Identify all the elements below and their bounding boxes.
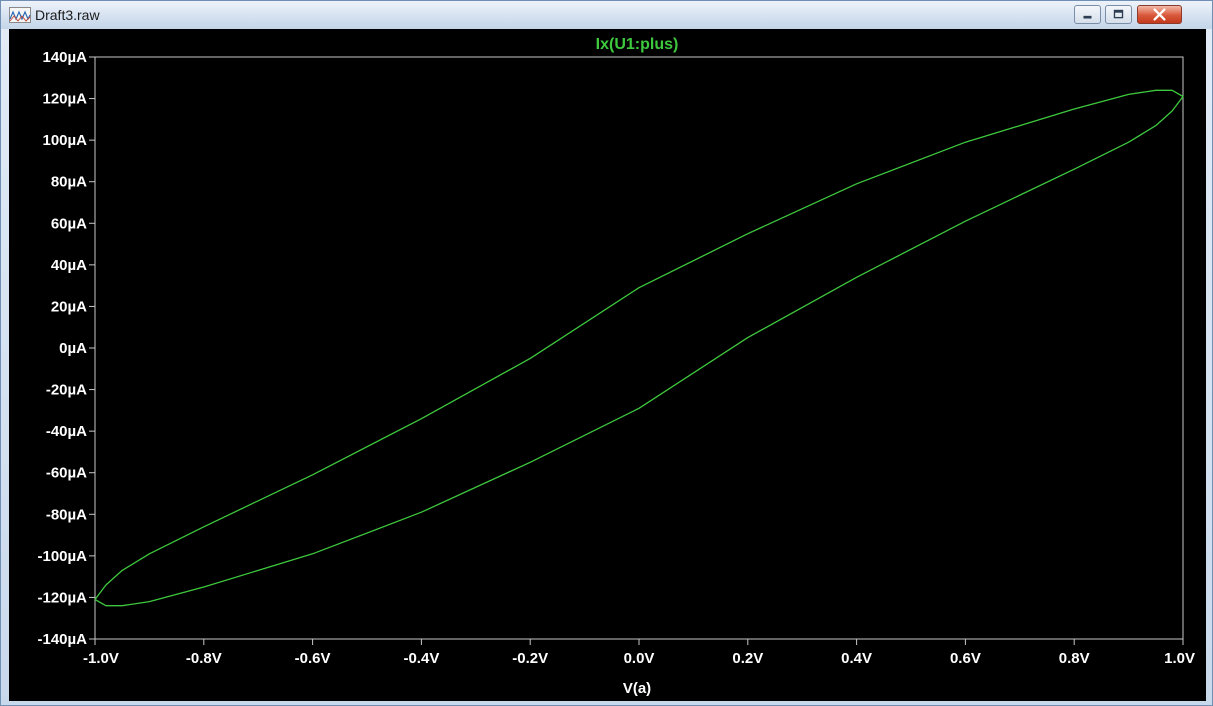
x-tick-label: -1.0V [83, 650, 119, 667]
y-tick-label: 0µA [59, 340, 87, 357]
y-tick-label: 20µA [51, 298, 87, 315]
plot-area[interactable]: Ix(U1:plus) 140µA 120µA 100µA 80µA 60µA 40µA 2… [9, 29, 1206, 701]
y-tick-label: 60µA [51, 215, 87, 232]
waveform-app-icon [9, 7, 31, 23]
y-tick-label: 140µA [42, 49, 87, 66]
x-tick-label: 0.2V [732, 650, 763, 667]
close-button[interactable] [1137, 5, 1182, 24]
minimize-icon [1083, 15, 1092, 19]
series-trace-ix-u1-plus[interactable] [94, 89, 1184, 607]
x-tick-label: -0.6V [295, 650, 331, 667]
title-bar[interactable]: Draft3.raw [1, 1, 1212, 29]
y-tick-label: -120µA [38, 589, 88, 606]
y-tick-label: -80µA [46, 506, 87, 523]
chart-title: Ix(U1:plus) [596, 36, 679, 53]
maximize-icon [1113, 9, 1124, 19]
minimize-button[interactable] [1074, 5, 1101, 24]
x-tick-label: -0.4V [403, 650, 439, 667]
x-tick-label: -0.8V [186, 650, 222, 667]
maximize-button[interactable] [1105, 5, 1132, 24]
y-tick-label: 100µA [42, 132, 87, 149]
plot-border [94, 56, 1184, 640]
y-tick-label: -140µA [38, 631, 88, 648]
x-tick-label: 1.0V [1164, 650, 1195, 667]
y-tick-label: -40µA [46, 423, 87, 440]
y-tick-label: 120µA [42, 91, 87, 108]
x-axis-label: V(a) [623, 680, 651, 697]
y-tick-label: -60µA [46, 465, 87, 482]
x-tick-label: 0.8V [1059, 650, 1090, 667]
y-tick-label: -20µA [46, 382, 87, 399]
x-tick-label: 0.0V [624, 650, 655, 667]
x-tick-label: -0.2V [512, 650, 548, 667]
y-tick-label: 40µA [51, 257, 87, 274]
x-tick-label: 0.4V [841, 650, 872, 667]
close-icon [1153, 8, 1166, 21]
chart[interactable]: Ix(U1:plus) 140µA 120µA 100µA 80µA 60µA 40µA 2… [9, 29, 1206, 701]
window-title: Draft3.raw [35, 7, 100, 23]
y-tick-label: -100µA [38, 548, 88, 565]
y-tick-label: 80µA [51, 174, 87, 191]
x-tick-label: 0.6V [950, 650, 981, 667]
